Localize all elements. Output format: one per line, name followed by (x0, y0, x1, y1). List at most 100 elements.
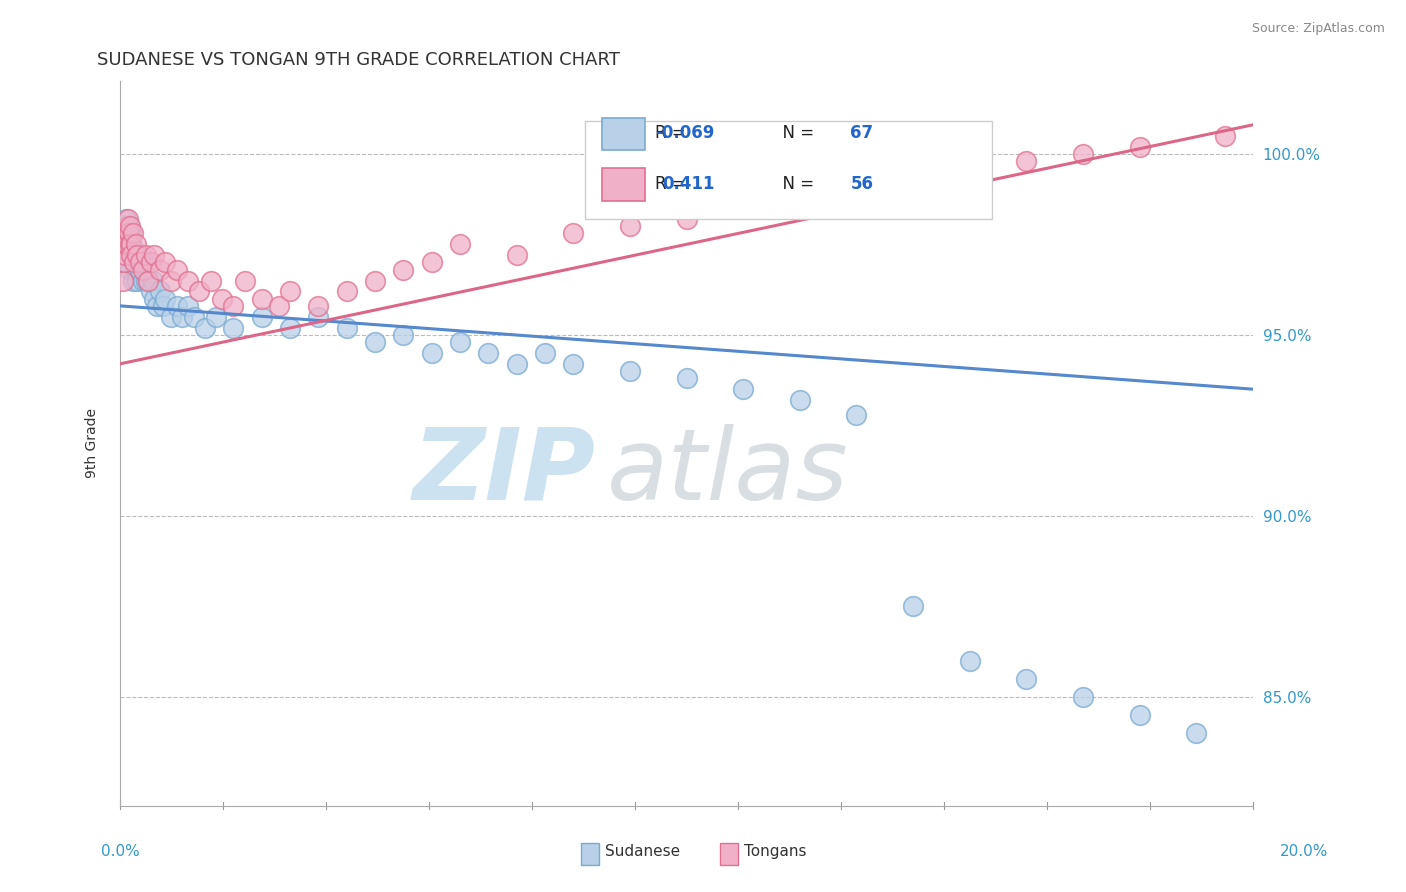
Point (117, 237, 139, 252)
Text: 67: 67 (851, 125, 873, 143)
Point (114, 227, 136, 241)
Point (132, 273, 155, 287)
Point (117, 244, 139, 259)
Point (562, 357, 585, 371)
Point (449, 335, 471, 350)
Point (845, 183, 868, 197)
Point (117, 227, 139, 241)
Point (250, 292, 273, 306)
Point (619, 364, 641, 378)
Text: -0.069: -0.069 (655, 125, 714, 143)
Point (118, 237, 141, 252)
Point (135, 273, 157, 287)
Text: Source: ZipAtlas.com: Source: ZipAtlas.com (1251, 22, 1385, 36)
Point (336, 320, 359, 334)
Point (124, 262, 146, 277)
Point (129, 255, 152, 269)
Point (166, 299, 188, 313)
Point (789, 190, 811, 204)
Point (155, 255, 177, 269)
Point (619, 219, 641, 234)
Point (1071, 690, 1094, 704)
Point (121, 227, 143, 241)
Point (211, 292, 233, 306)
Point (115, 219, 138, 234)
Text: Tongans: Tongans (744, 845, 806, 859)
Text: Sudanese: Sudanese (605, 845, 679, 859)
Point (117, 211, 139, 226)
Point (114, 237, 136, 252)
Point (142, 273, 165, 287)
Point (115, 211, 138, 226)
Point (124, 255, 146, 269)
Text: 56: 56 (851, 175, 873, 194)
Point (1015, 154, 1038, 169)
Point (114, 237, 136, 252)
Point (675, 371, 697, 385)
Point (901, 599, 924, 614)
Point (114, 219, 136, 234)
Point (114, 248, 136, 262)
Point (307, 310, 329, 324)
Point (233, 273, 256, 287)
Point (141, 285, 163, 299)
Point (120, 219, 142, 234)
Point (733, 382, 755, 396)
Point (420, 255, 443, 269)
Point (1213, 128, 1236, 143)
Point (120, 237, 142, 252)
Point (675, 211, 697, 226)
Point (138, 273, 160, 287)
Point (1185, 726, 1208, 740)
Point (112, 255, 135, 269)
Point (392, 327, 415, 342)
Point (117, 219, 139, 234)
Point (160, 273, 183, 287)
Text: ZIP: ZIP (413, 424, 596, 521)
Text: R =: R = (655, 175, 690, 194)
Point (121, 273, 143, 287)
Point (1129, 139, 1152, 153)
Point (188, 285, 211, 299)
Point (143, 292, 166, 306)
Point (111, 237, 134, 252)
Point (364, 273, 387, 287)
Point (124, 248, 146, 262)
FancyBboxPatch shape (602, 118, 644, 150)
Point (136, 262, 159, 277)
Point (534, 346, 557, 360)
Point (155, 292, 177, 306)
Point (141, 255, 163, 269)
Y-axis label: 9th Grade: 9th Grade (86, 409, 100, 478)
Point (222, 299, 245, 313)
Text: N =: N = (772, 125, 818, 143)
Point (307, 299, 329, 313)
Point (115, 237, 138, 252)
Point (129, 248, 152, 262)
FancyBboxPatch shape (585, 121, 993, 219)
Point (166, 262, 188, 277)
Point (112, 227, 135, 241)
Point (125, 244, 148, 259)
Point (959, 165, 981, 179)
Point (118, 234, 141, 248)
Text: N =: N = (772, 175, 818, 194)
Point (125, 237, 148, 252)
Point (127, 273, 149, 287)
Text: SUDANESE VS TONGAN 9TH GRADE CORRELATION CHART: SUDANESE VS TONGAN 9TH GRADE CORRELATION… (97, 51, 620, 69)
Point (477, 346, 499, 360)
Point (789, 392, 811, 407)
Point (200, 273, 222, 287)
Point (562, 227, 585, 241)
Point (392, 262, 415, 277)
Text: 0.411: 0.411 (662, 175, 714, 194)
Point (194, 320, 217, 334)
Text: R =: R = (655, 125, 690, 143)
Point (117, 255, 139, 269)
Point (222, 320, 245, 334)
Point (138, 273, 160, 287)
Point (120, 237, 142, 252)
Point (205, 310, 228, 324)
Point (449, 237, 471, 252)
Point (505, 357, 527, 371)
